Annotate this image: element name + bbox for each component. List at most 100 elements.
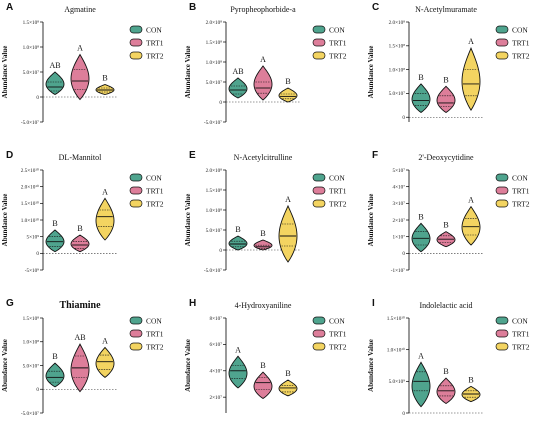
- significance-letter: B: [102, 74, 107, 83]
- significance-letter: B: [285, 369, 290, 378]
- violin-trt1: [436, 85, 456, 114]
- y-tick-label: 0: [219, 100, 222, 106]
- legend-label: CON: [329, 174, 345, 183]
- y-axis-label: Abundance Value: [367, 46, 375, 99]
- legend-swatch-con: [312, 173, 326, 182]
- y-tick-label: 0: [219, 248, 222, 254]
- legend-swatch-con: [129, 173, 143, 182]
- y-tick-label: 1.5×10¹⁰: [21, 201, 39, 207]
- y-tick-label: 0: [402, 251, 405, 257]
- significance-letter: A: [102, 336, 108, 345]
- y-axis-label: Abundance Value: [367, 339, 375, 392]
- violin-con: [45, 71, 65, 96]
- y-tick-label: 1.5×10⁸: [389, 44, 406, 50]
- legend-label: CON: [329, 317, 345, 326]
- legend-label: TRT2: [146, 200, 164, 209]
- legend-swatch-trt2: [312, 199, 326, 208]
- y-tick-label: 5.0×10⁷: [23, 70, 40, 76]
- significance-letter: B: [235, 225, 240, 234]
- y-tick-label: 5×10⁹: [26, 234, 39, 240]
- significance-letter: B: [443, 367, 448, 376]
- y-tick-label: 2×10⁷: [392, 218, 405, 224]
- legend-swatch-trt2: [129, 51, 143, 60]
- violin-trt1: [70, 53, 90, 101]
- significance-letter: B: [418, 73, 423, 82]
- significance-letter: B: [468, 375, 473, 384]
- violin-trt2: [461, 205, 481, 246]
- legend-label: CON: [146, 317, 162, 326]
- chart-title: 2'-Deoxycytidine: [418, 153, 474, 162]
- y-tick-label: 5.0×10⁷: [23, 363, 40, 369]
- legend-label: CON: [512, 317, 528, 326]
- panel-b: B Pyropheophorbide-a Abundance Value -5.0×1…: [184, 2, 347, 126]
- legend-swatch-trt1: [312, 329, 326, 338]
- y-tick-label: -5.0×10⁷: [204, 268, 222, 274]
- panel-letter: D: [6, 150, 13, 161]
- legend-swatch-trt2: [312, 51, 326, 60]
- y-tick-label: -1×10⁷: [391, 268, 405, 274]
- significance-letter: A: [285, 195, 291, 204]
- legend-label: TRT2: [329, 200, 347, 209]
- violin-con: [45, 362, 65, 388]
- y-axis-label: Abundance Value: [1, 194, 9, 247]
- y-tick-label: 1.0×10⁸: [206, 60, 223, 66]
- legend-swatch-trt1: [312, 186, 326, 195]
- y-axis-label: Abundance Value: [184, 194, 192, 247]
- legend-swatch-con: [312, 25, 326, 34]
- panel-f: F 2'-Deoxycytidine Abundance Value -1×10⁷ 0 1…: [367, 150, 530, 274]
- y-tick-label: 1.5×10¹⁰: [387, 316, 405, 322]
- y-axis-label: Abundance Value: [184, 46, 192, 99]
- y-tick-label: -5.0×10⁷: [21, 411, 39, 417]
- y-tick-label: 5.0×10⁹: [389, 379, 406, 385]
- chart-title: Agmatine: [64, 5, 96, 14]
- y-axis-label: Abundance Value: [1, 46, 9, 99]
- panel-letter: A: [6, 2, 13, 13]
- violin-con: [45, 229, 65, 253]
- y-tick-label: 3×10⁷: [392, 201, 405, 207]
- y-tick-label: 5.0×10⁷: [389, 91, 406, 97]
- violin-trt2: [95, 197, 115, 241]
- legend-label: TRT2: [329, 52, 347, 61]
- violin-trt1: [253, 371, 273, 400]
- panel-letter: B: [189, 2, 196, 13]
- panel-letter: C: [372, 2, 379, 13]
- y-tick-label: 0: [36, 251, 39, 257]
- y-tick-label: 1.0×10⁸: [206, 208, 223, 214]
- legend-label: TRT2: [512, 200, 530, 209]
- legend-swatch-trt1: [495, 38, 509, 47]
- significance-letter: AB: [232, 67, 243, 76]
- legend-swatch-trt1: [129, 186, 143, 195]
- legend-label: TRT2: [146, 52, 164, 61]
- panel-i: I Indolelactic acid Abundance Value 0 5.0×10…: [367, 298, 530, 417]
- significance-letter: B: [52, 352, 57, 361]
- significance-letter: A: [260, 55, 266, 64]
- legend-swatch-con: [495, 316, 509, 325]
- significance-letter: B: [285, 77, 290, 86]
- legend-label: CON: [146, 26, 162, 35]
- y-tick-label: 4×10⁷: [209, 369, 222, 375]
- violin-trt2: [278, 87, 298, 103]
- y-tick-label: 2.5×10¹⁰: [21, 168, 39, 174]
- legend-swatch-con: [495, 173, 509, 182]
- y-tick-label: -5×10⁹: [25, 268, 39, 274]
- y-tick-label: 5.0×10⁷: [206, 80, 223, 86]
- legend-label: TRT2: [146, 343, 164, 352]
- violin-trt2: [95, 346, 115, 378]
- y-tick-label: 2.0×10⁸: [389, 20, 406, 26]
- violin-con: [411, 361, 431, 408]
- chart-title: Indolelactic acid: [419, 301, 472, 310]
- significance-letter: B: [443, 221, 448, 230]
- panel-g: G Thiamine Abundance Value -5.0×10⁷ 0 5.0×10⁷…: [1, 298, 164, 417]
- significance-letter: A: [235, 345, 241, 354]
- violin-trt1: [253, 65, 273, 101]
- legend-label: TRT1: [329, 187, 347, 196]
- y-tick-label: 1.0×10¹⁰: [21, 218, 39, 224]
- legend-swatch-trt1: [495, 329, 509, 338]
- y-tick-label: 1×10⁷: [392, 234, 405, 240]
- legend-label: TRT1: [146, 39, 164, 48]
- y-axis-label: Abundance Value: [1, 339, 9, 392]
- legend-label: TRT2: [329, 343, 347, 352]
- violin-con: [411, 222, 431, 253]
- y-tick-label: 0: [36, 387, 39, 393]
